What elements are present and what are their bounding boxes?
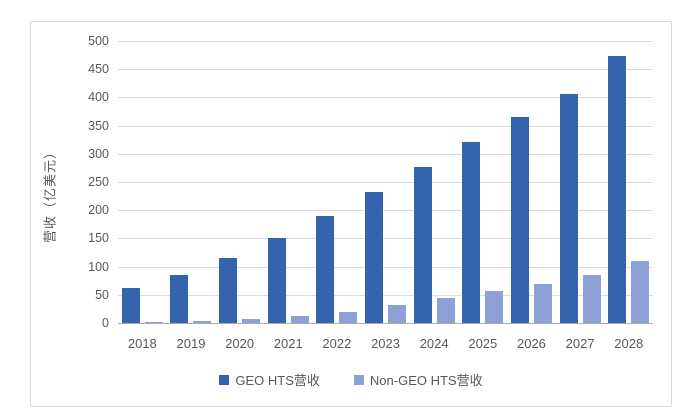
y-tick-100: 100	[88, 259, 109, 274]
legend: GEO HTS营收 Non-GEO HTS营收	[31, 370, 671, 389]
x-tick-2019: 2019	[176, 336, 206, 351]
gridline-50	[118, 294, 653, 296]
bar-non-geo-hts-2021	[290, 315, 309, 323]
gridline-350	[118, 125, 653, 127]
bar-geo-hts-2020	[219, 257, 238, 323]
gridline-500	[118, 41, 653, 42]
bar-group-2023	[361, 41, 410, 323]
bar-group-2024	[410, 41, 459, 323]
bar-non-geo-hts-2024	[436, 298, 455, 323]
bar-series-container	[118, 41, 653, 323]
x-tick-2025: 2025	[468, 336, 498, 351]
bar-non-geo-hts-2028	[631, 260, 650, 323]
y-tick-50: 50	[95, 287, 109, 302]
x-tick-2027: 2027	[565, 336, 595, 351]
gridline-200	[118, 210, 653, 212]
bar-non-geo-hts-2026	[533, 283, 552, 323]
bar-geo-hts-2021	[267, 237, 286, 323]
bar-non-geo-hts-2019	[193, 320, 212, 323]
x-tick-2022: 2022	[322, 336, 352, 351]
bar-geo-hts-2024	[413, 166, 432, 323]
legend-swatch-nongeo-icon	[353, 374, 364, 385]
y-tick-400: 400	[88, 90, 109, 105]
bar-geo-hts-2027	[559, 94, 578, 323]
x-tick-2026: 2026	[516, 336, 546, 351]
gridline-300	[118, 153, 653, 155]
legend-item-geo: GEO HTS营收	[219, 370, 320, 389]
chart-frame: 营收（亿美元） 500 450 400 350 300 250 200 150 100 50 0 2…	[30, 21, 672, 407]
bar-non-geo-hts-2027	[582, 274, 601, 323]
bar-geo-hts-2028	[608, 55, 627, 323]
x-tick-2021: 2021	[273, 336, 303, 351]
bar-geo-hts-2022	[316, 216, 335, 323]
bar-geo-hts-2019	[170, 274, 189, 323]
x-tick-2023: 2023	[371, 336, 400, 351]
bar-geo-hts-2025	[462, 141, 481, 323]
legend-swatch-geo-icon	[219, 374, 230, 385]
bar-group-2019	[167, 41, 216, 323]
bar-non-geo-hts-2020	[242, 319, 261, 323]
gridline-100	[118, 266, 653, 268]
bar-group-2027	[556, 41, 605, 323]
y-tick-500: 500	[88, 34, 109, 48]
y-tick-200: 200	[88, 203, 109, 218]
x-tick-2024: 2024	[419, 336, 449, 351]
y-tick-450: 450	[88, 62, 109, 77]
bar-group-2025	[458, 41, 507, 323]
bar-non-geo-hts-2022	[339, 312, 358, 323]
y-tick-150: 150	[88, 231, 109, 246]
bar-group-2028	[604, 41, 653, 323]
y-tick-0: 0	[102, 316, 109, 330]
y-tick-250: 250	[88, 175, 109, 189]
x-axis-line	[118, 323, 653, 324]
bar-geo-hts-2023	[364, 192, 383, 323]
bar-group-2020	[215, 41, 264, 323]
x-tick-2020: 2020	[225, 336, 255, 351]
y-tick-350: 350	[88, 118, 109, 133]
bar-geo-hts-2018	[121, 288, 140, 323]
x-tick-2018: 2018	[127, 336, 157, 351]
legend-label-geo: GEO HTS营收	[235, 373, 320, 388]
bar-group-2026	[507, 41, 556, 323]
bar-group-2022	[313, 41, 362, 323]
bar-non-geo-hts-2025	[485, 290, 504, 323]
gridline-400	[118, 97, 653, 99]
plot-area	[118, 41, 653, 324]
bar-geo-hts-2026	[510, 117, 529, 323]
bar-group-2018	[118, 41, 167, 323]
bar-group-2021	[264, 41, 313, 323]
y-tick-300: 300	[88, 146, 109, 161]
x-tick-2028: 2028	[614, 336, 644, 351]
x-axis-tick-labels: 2018 2019 2020 2021 2022 2023 2024 2025 2026 2027…	[118, 336, 653, 351]
legend-item-nongeo: Non-GEO HTS营收	[353, 370, 483, 389]
legend-label-nongeo: Non-GEO HTS营收	[369, 373, 483, 388]
gridline-150	[118, 238, 653, 240]
bar-non-geo-hts-2023	[387, 304, 406, 323]
gridline-250	[118, 182, 653, 183]
bar-non-geo-hts-2018	[144, 321, 163, 323]
y-axis-tick-labels: 500 450 400 350 300 250 200 150 100 50 0	[31, 34, 109, 330]
gridline-450	[118, 69, 653, 71]
